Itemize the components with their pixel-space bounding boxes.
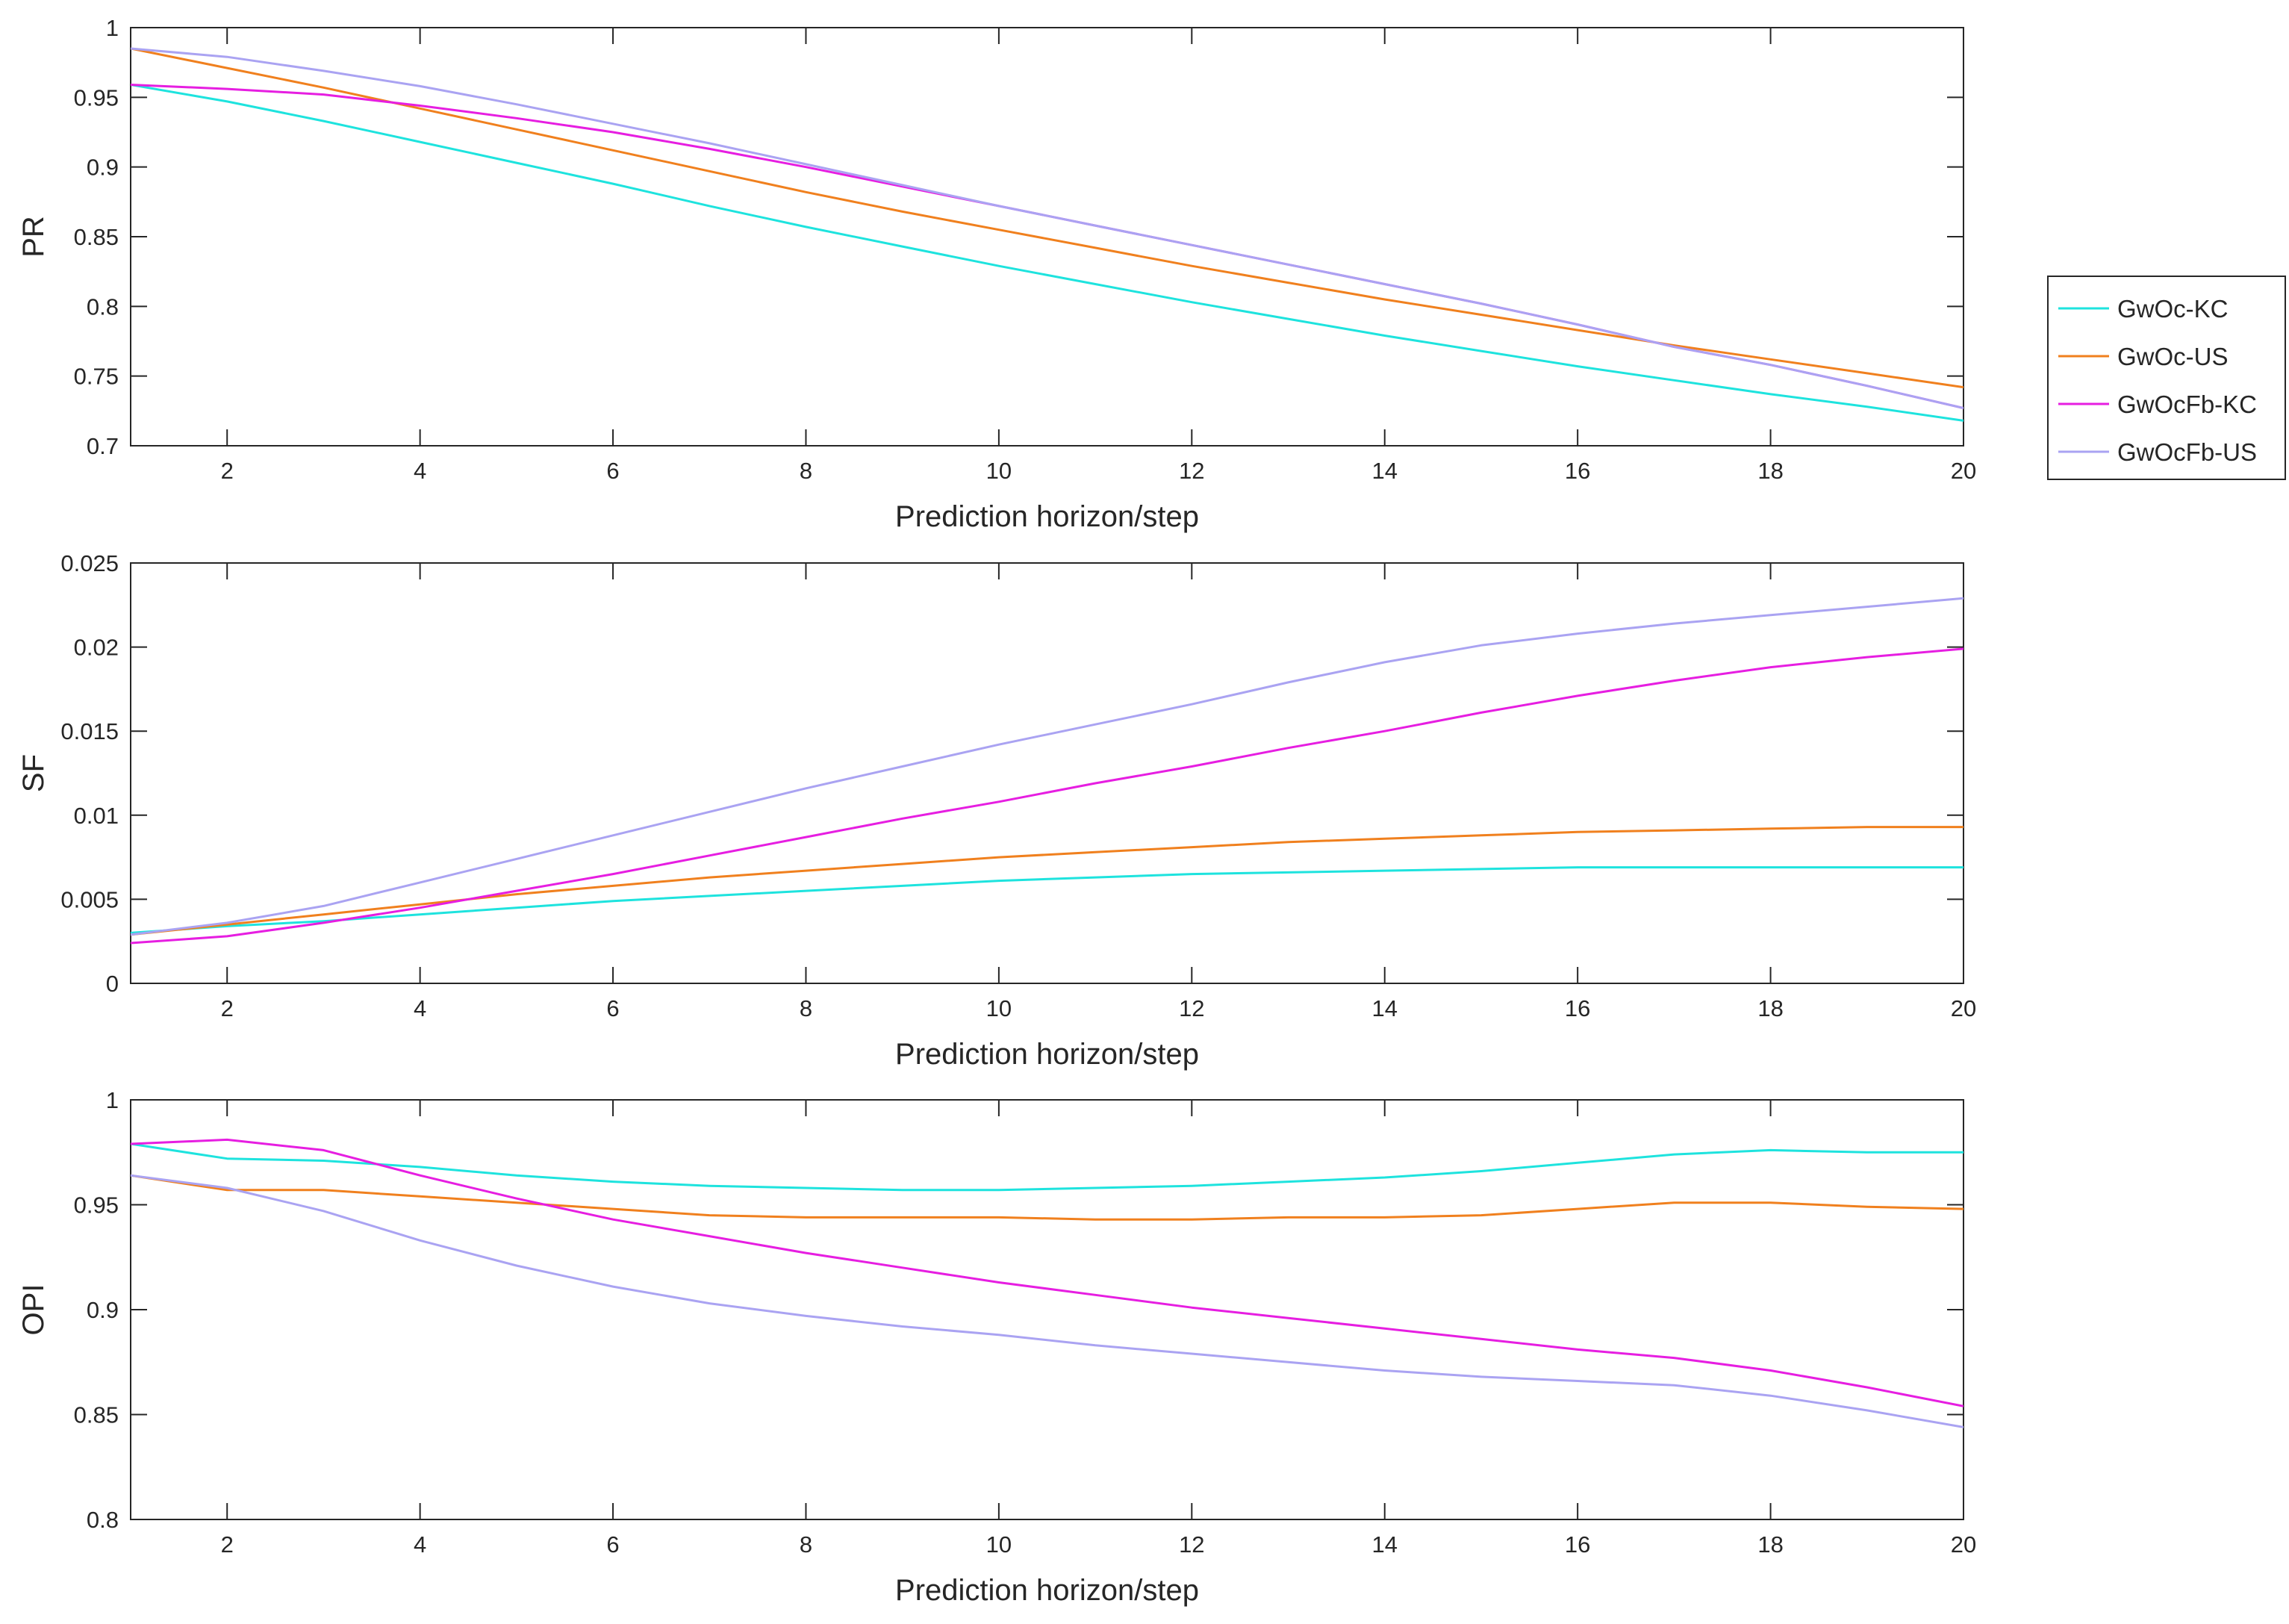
plot-pr-xtick-label: 14: [1371, 458, 1397, 484]
plot-pr-xtick-label: 6: [606, 458, 619, 484]
series-line-opi-gwoc-us: [131, 1174, 1963, 1221]
series-line-sf-gwoc-kc: [131, 866, 1963, 934]
plot-sf-ytick-label: 0.025: [60, 550, 119, 576]
plot-sf-xlabel: Prediction horizon/step: [895, 1038, 1199, 1071]
plot-sf-ytick-label: 0.005: [60, 886, 119, 912]
plot-opi-xtick-label: 8: [800, 1531, 812, 1558]
plot-pr-ytick-label: 1: [106, 15, 119, 41]
plot-pr-ytick-label: 0.9: [87, 155, 119, 181]
legend-label-gwocfb-kc: GwOcFb-KC: [2117, 391, 2257, 418]
plot-opi-xtick-label: 14: [1371, 1531, 1397, 1558]
series-line-sf-gwoc-us: [131, 826, 1963, 936]
plot-sf-xtick-label: 2: [221, 995, 234, 1021]
plot-pr-ytick-label: 0.7: [87, 433, 119, 459]
plot-opi-ytick-label: 0.95: [74, 1192, 119, 1219]
plot-sf-ytick-label: 0.015: [60, 718, 119, 744]
plot-pr-xtick-label: 12: [1179, 458, 1204, 484]
plot-sf-xtick-label: 20: [1951, 995, 1976, 1021]
plot-sf-xtick-label: 14: [1371, 995, 1397, 1021]
plot-pr-xtick-label: 10: [986, 458, 1012, 484]
series-line-opi-gwocfb-kc: [131, 1138, 1963, 1407]
plot-opi-ytick-label: 0.85: [74, 1402, 119, 1428]
plot-sf: 2 4 6 8 10 12 14 16 18 20 0 0.005 0.01 0.015 0.02 0.025…: [17, 550, 1976, 1071]
plot-pr-xtick-label: 16: [1565, 458, 1590, 484]
plot-sf-xtick-label: 6: [606, 995, 619, 1021]
plot-opi-ytick-label: 0.8: [87, 1507, 119, 1533]
plot-sf-ytick-label: 0.01: [74, 803, 119, 829]
series-line-opi-gwoc-kc: [131, 1142, 1963, 1192]
series-line-pr-gwoc-kc: [131, 84, 1963, 422]
legend-label-gwocfb-us: GwOcFb-US: [2117, 438, 2257, 466]
plot-pr-xtick-label: 4: [414, 458, 426, 484]
plot-pr-ytick-label: 0.95: [74, 84, 119, 111]
plot-pr-xlabel: Prediction horizon/step: [895, 500, 1199, 533]
plot-pr-xtick-label: 20: [1951, 458, 1976, 484]
plot-pr-ytick-label: 0.8: [87, 293, 119, 320]
plot-opi-xtick-label: 12: [1179, 1531, 1204, 1558]
series-line-sf-gwocfb-kc: [131, 647, 1963, 945]
plot-opi-xtick-label: 18: [1757, 1531, 1783, 1558]
plot-sf-ytick-label: 0: [106, 971, 119, 997]
plot-opi-xtick-label: 6: [606, 1531, 619, 1558]
plot-pr-axes-box: [130, 27, 1964, 447]
series-line-opi-gwocfb-us: [131, 1174, 1963, 1428]
plot-pr-xtick-label: 18: [1757, 458, 1783, 484]
plot-sf-ytick-label: 0.02: [74, 635, 119, 661]
plot-opi-xtick-label: 10: [986, 1531, 1012, 1558]
plot-pr: 2 4 6 8 10 12 14 16 18 20 0.7 0.75 0.8 0.85 0.9 0.95 1 Pr…: [17, 15, 1976, 533]
plot-sf-xtick-label: 16: [1565, 995, 1590, 1021]
plot-pr-ytick-label: 0.85: [74, 224, 119, 250]
plot-pr-ytick-label: 0.75: [74, 364, 119, 390]
plot-pr-xtick-label: 8: [800, 458, 812, 484]
plots-container: 2 4 6 8 10 12 14 16 18 200.70.750.80.850.90.951Pr…: [17, 15, 1976, 1607]
plot-opi-xtick-label: 16: [1565, 1531, 1590, 1558]
plot-opi-xlabel: Prediction horizon/step: [895, 1574, 1199, 1607]
plot-sf-xtick-label: 18: [1757, 995, 1783, 1021]
plot-pr-ylabel: PR: [17, 216, 50, 258]
series-line-pr-gwocfb-us: [131, 47, 1963, 410]
series-line-sf-gwocfb-us: [131, 597, 1963, 936]
plot-sf-xtick-label: 8: [800, 995, 812, 1021]
plot-opi-axes-box: [130, 1099, 1964, 1520]
plot-opi-xtick-label: 20: [1951, 1531, 1976, 1558]
plot-pr-xtick-label: 2: [221, 458, 234, 484]
plot-opi-xtick-label: 4: [414, 1531, 426, 1558]
plot-opi-ytick-label: 1: [106, 1087, 119, 1113]
legend-box: [2047, 276, 2286, 480]
plot-sf-axes-box: [130, 562, 1964, 984]
plot-sf-xtick-label: 12: [1179, 995, 1204, 1021]
plot-sf-xtick-label: 4: [414, 995, 426, 1021]
legend-label-gwoc-kc: GwOc-KC: [2117, 295, 2229, 323]
plot-sf-ylabel: SF: [17, 754, 50, 792]
plot-sf-xtick-label: 10: [986, 995, 1012, 1021]
plot-opi-ytick-label: 0.9: [87, 1297, 119, 1323]
plot-opi-xtick-label: 2: [221, 1531, 234, 1558]
plot-opi: 2 4 6 8 10 12 14 16 18 20 0.8 0.85 0.9 0.95 1 Predictio…: [17, 1087, 1976, 1607]
plot-opi-ylabel: OPI: [17, 1284, 50, 1336]
legend: GwOc-KC GwOc-US GwOcFb-KC GwOcFb-US: [2047, 276, 2286, 480]
legend-label-gwoc-us: GwOc-US: [2117, 343, 2229, 370]
